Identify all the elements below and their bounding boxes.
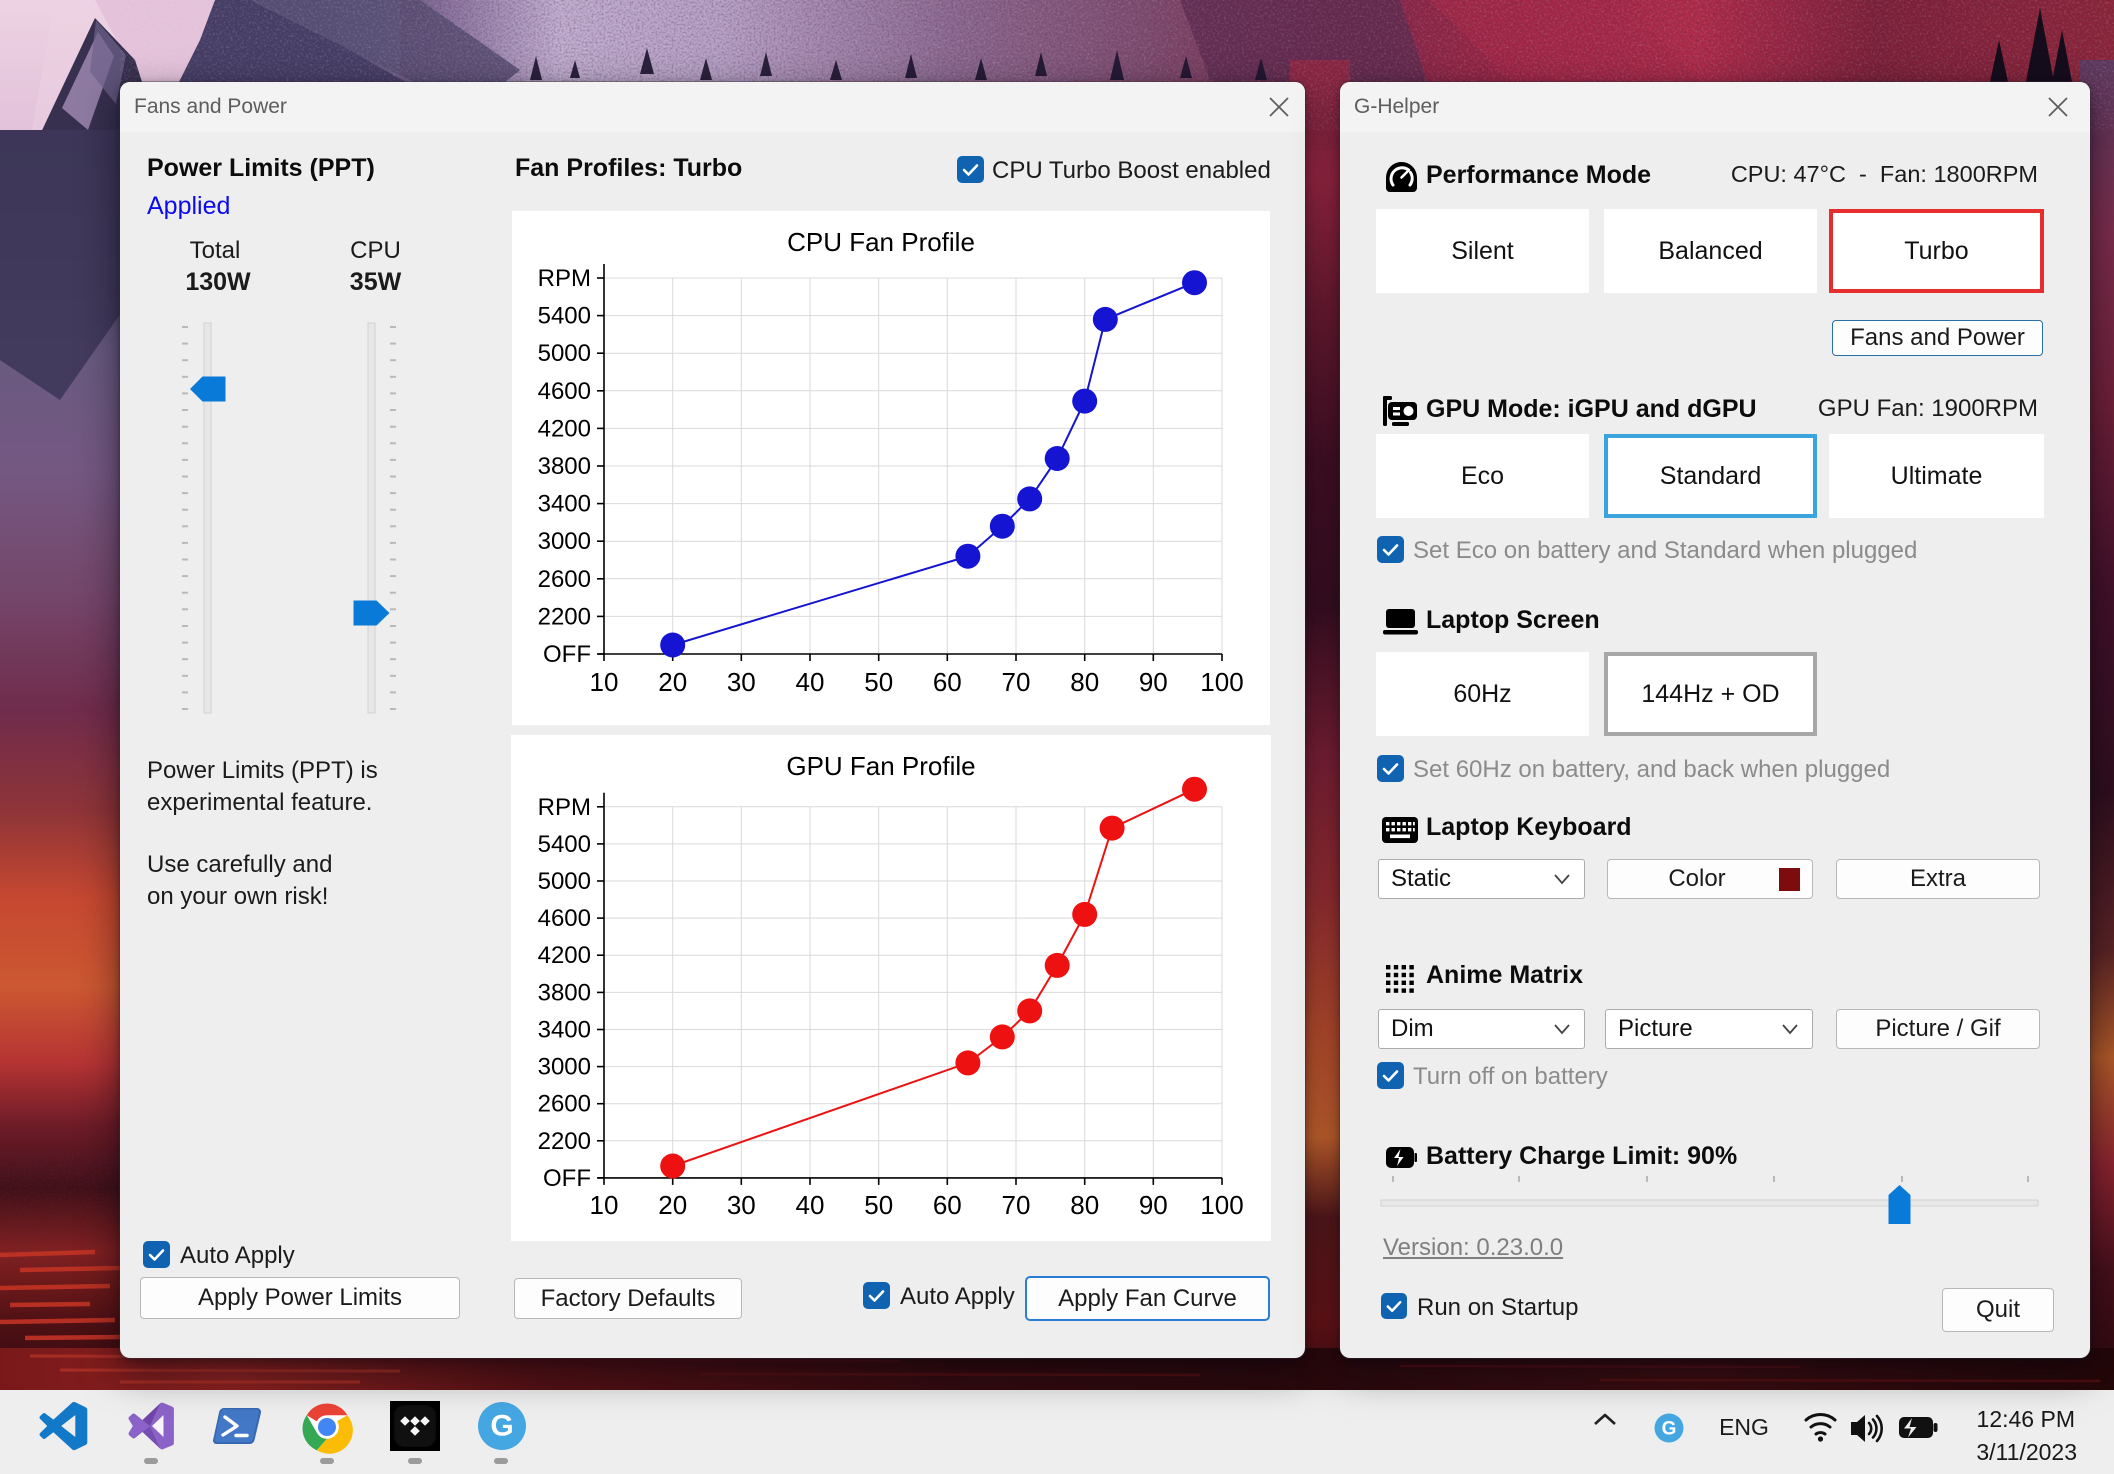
svg-text:RPM: RPM: [538, 794, 591, 821]
svg-text:OFF: OFF: [543, 1165, 591, 1192]
svg-text:10: 10: [590, 1190, 619, 1220]
svg-text:30: 30: [727, 1190, 756, 1220]
svg-text:100: 100: [1200, 1190, 1243, 1220]
svg-text:30: 30: [727, 667, 756, 697]
svg-text:2600: 2600: [538, 1091, 591, 1118]
svg-text:4200: 4200: [538, 942, 591, 969]
svg-text:80: 80: [1070, 667, 1099, 697]
svg-text:5000: 5000: [538, 340, 591, 367]
svg-text:5000: 5000: [538, 868, 591, 895]
svg-text:50: 50: [864, 1190, 893, 1220]
svg-text:G: G: [490, 1410, 513, 1443]
svg-text:4200: 4200: [538, 415, 591, 442]
svg-text:3800: 3800: [538, 979, 591, 1006]
svg-text:90: 90: [1139, 1190, 1168, 1220]
svg-text:50: 50: [864, 667, 893, 697]
svg-text:ENG: ENG: [1719, 1414, 1769, 1440]
svg-text:40: 40: [796, 1190, 825, 1220]
svg-text:G: G: [1662, 1419, 1677, 1440]
svg-text:70: 70: [1002, 1190, 1031, 1220]
svg-text:2200: 2200: [538, 1128, 591, 1155]
svg-text:20: 20: [658, 1190, 687, 1220]
svg-text:GPU Fan Profile: GPU Fan Profile: [786, 751, 975, 781]
svg-text:70: 70: [1002, 667, 1031, 697]
svg-text:100: 100: [1200, 667, 1243, 697]
svg-text:10: 10: [590, 667, 619, 697]
svg-text:60: 60: [933, 1190, 962, 1220]
svg-text:3000: 3000: [538, 1054, 591, 1081]
svg-text:5400: 5400: [538, 831, 591, 858]
svg-text:2600: 2600: [538, 566, 591, 593]
svg-text:3400: 3400: [538, 1017, 591, 1044]
svg-text:OFF: OFF: [543, 641, 591, 668]
svg-text:4600: 4600: [538, 378, 591, 405]
svg-text:3400: 3400: [538, 491, 591, 518]
svg-text:12:46 PM: 12:46 PM: [1977, 1406, 2075, 1432]
svg-text:60: 60: [933, 667, 962, 697]
svg-text:RPM: RPM: [538, 265, 591, 292]
svg-text:5400: 5400: [538, 303, 591, 330]
svg-text:3000: 3000: [538, 528, 591, 555]
svg-text:3/11/2023: 3/11/2023: [1976, 1439, 2077, 1465]
svg-text:2200: 2200: [538, 603, 591, 630]
svg-text:4600: 4600: [538, 905, 591, 932]
svg-text:3800: 3800: [538, 453, 591, 480]
svg-text:20: 20: [658, 667, 687, 697]
svg-text:90: 90: [1139, 667, 1168, 697]
svg-text:CPU Fan Profile: CPU Fan Profile: [787, 227, 975, 257]
svg-text:40: 40: [796, 667, 825, 697]
svg-text:80: 80: [1070, 1190, 1099, 1220]
